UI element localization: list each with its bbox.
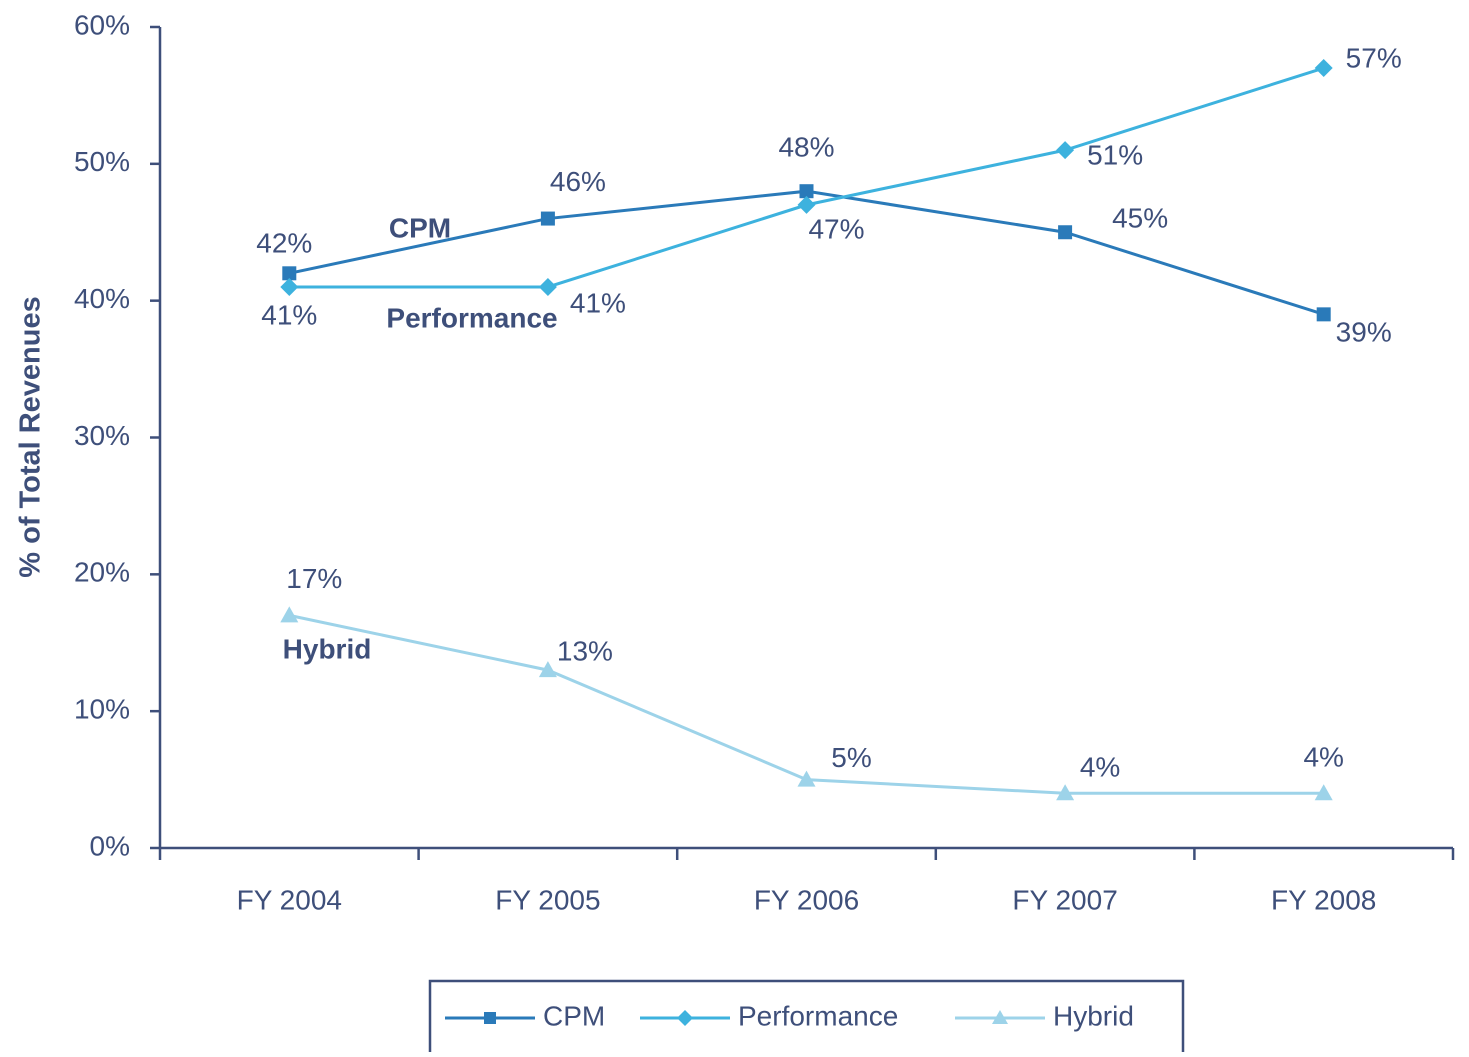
legend-label: Performance [738,1000,898,1031]
y-tick-label: 10% [74,694,130,725]
value-label: 4% [1080,752,1120,783]
marker [280,277,299,296]
marker [1316,307,1331,322]
series-line [289,66,1325,289]
y-tick-label: 30% [74,420,130,451]
x-tick-label: FY 2006 [754,884,859,915]
marker [1056,784,1075,801]
legend-label: Hybrid [1053,1000,1134,1031]
marker [797,195,816,214]
marker [797,770,816,787]
marker [280,606,299,623]
value-label: 57% [1346,42,1402,73]
annotation: Performance [386,302,557,333]
value-label: 42% [256,228,312,259]
y-tick-label: 60% [74,9,130,40]
marker [540,211,555,226]
value-label: 47% [808,213,864,244]
value-label: 46% [550,166,606,197]
value-label: 48% [778,132,834,163]
marker [799,184,814,199]
marker [538,661,557,678]
value-label: 41% [261,299,317,330]
y-tick-label: 50% [74,146,130,177]
legend-box [428,979,1185,1052]
marker [484,1012,496,1024]
marker [1314,784,1333,801]
value-label: 5% [831,742,871,773]
x-tick-label: FY 2004 [237,884,342,915]
value-label: 17% [286,563,342,594]
y-axis-label: % of Total Revenues [15,296,47,577]
marker [1058,225,1073,240]
x-tick-label: FY 2007 [1012,884,1117,915]
value-label: 39% [1336,317,1392,348]
annotation: CPM [389,212,451,243]
marker [1056,141,1075,160]
x-tick-label: FY 2008 [1271,884,1376,915]
value-label: 4% [1303,742,1343,773]
marker [282,266,297,281]
y-tick-label: 40% [74,283,130,314]
marker [1314,59,1333,78]
marker [992,1010,1008,1024]
legend-label: CPM [543,1000,605,1031]
series-line [288,613,1324,795]
marker [538,277,557,296]
y-tick-label: 0% [90,830,130,861]
value-label: 13% [557,636,613,667]
annotation: Hybrid [283,633,372,664]
value-label: 51% [1087,140,1143,171]
x-tick-label: FY 2005 [495,884,600,915]
y-tick-label: 20% [74,557,130,588]
value-label: 45% [1112,203,1168,234]
marker [677,1010,693,1026]
value-label: 41% [570,287,626,318]
